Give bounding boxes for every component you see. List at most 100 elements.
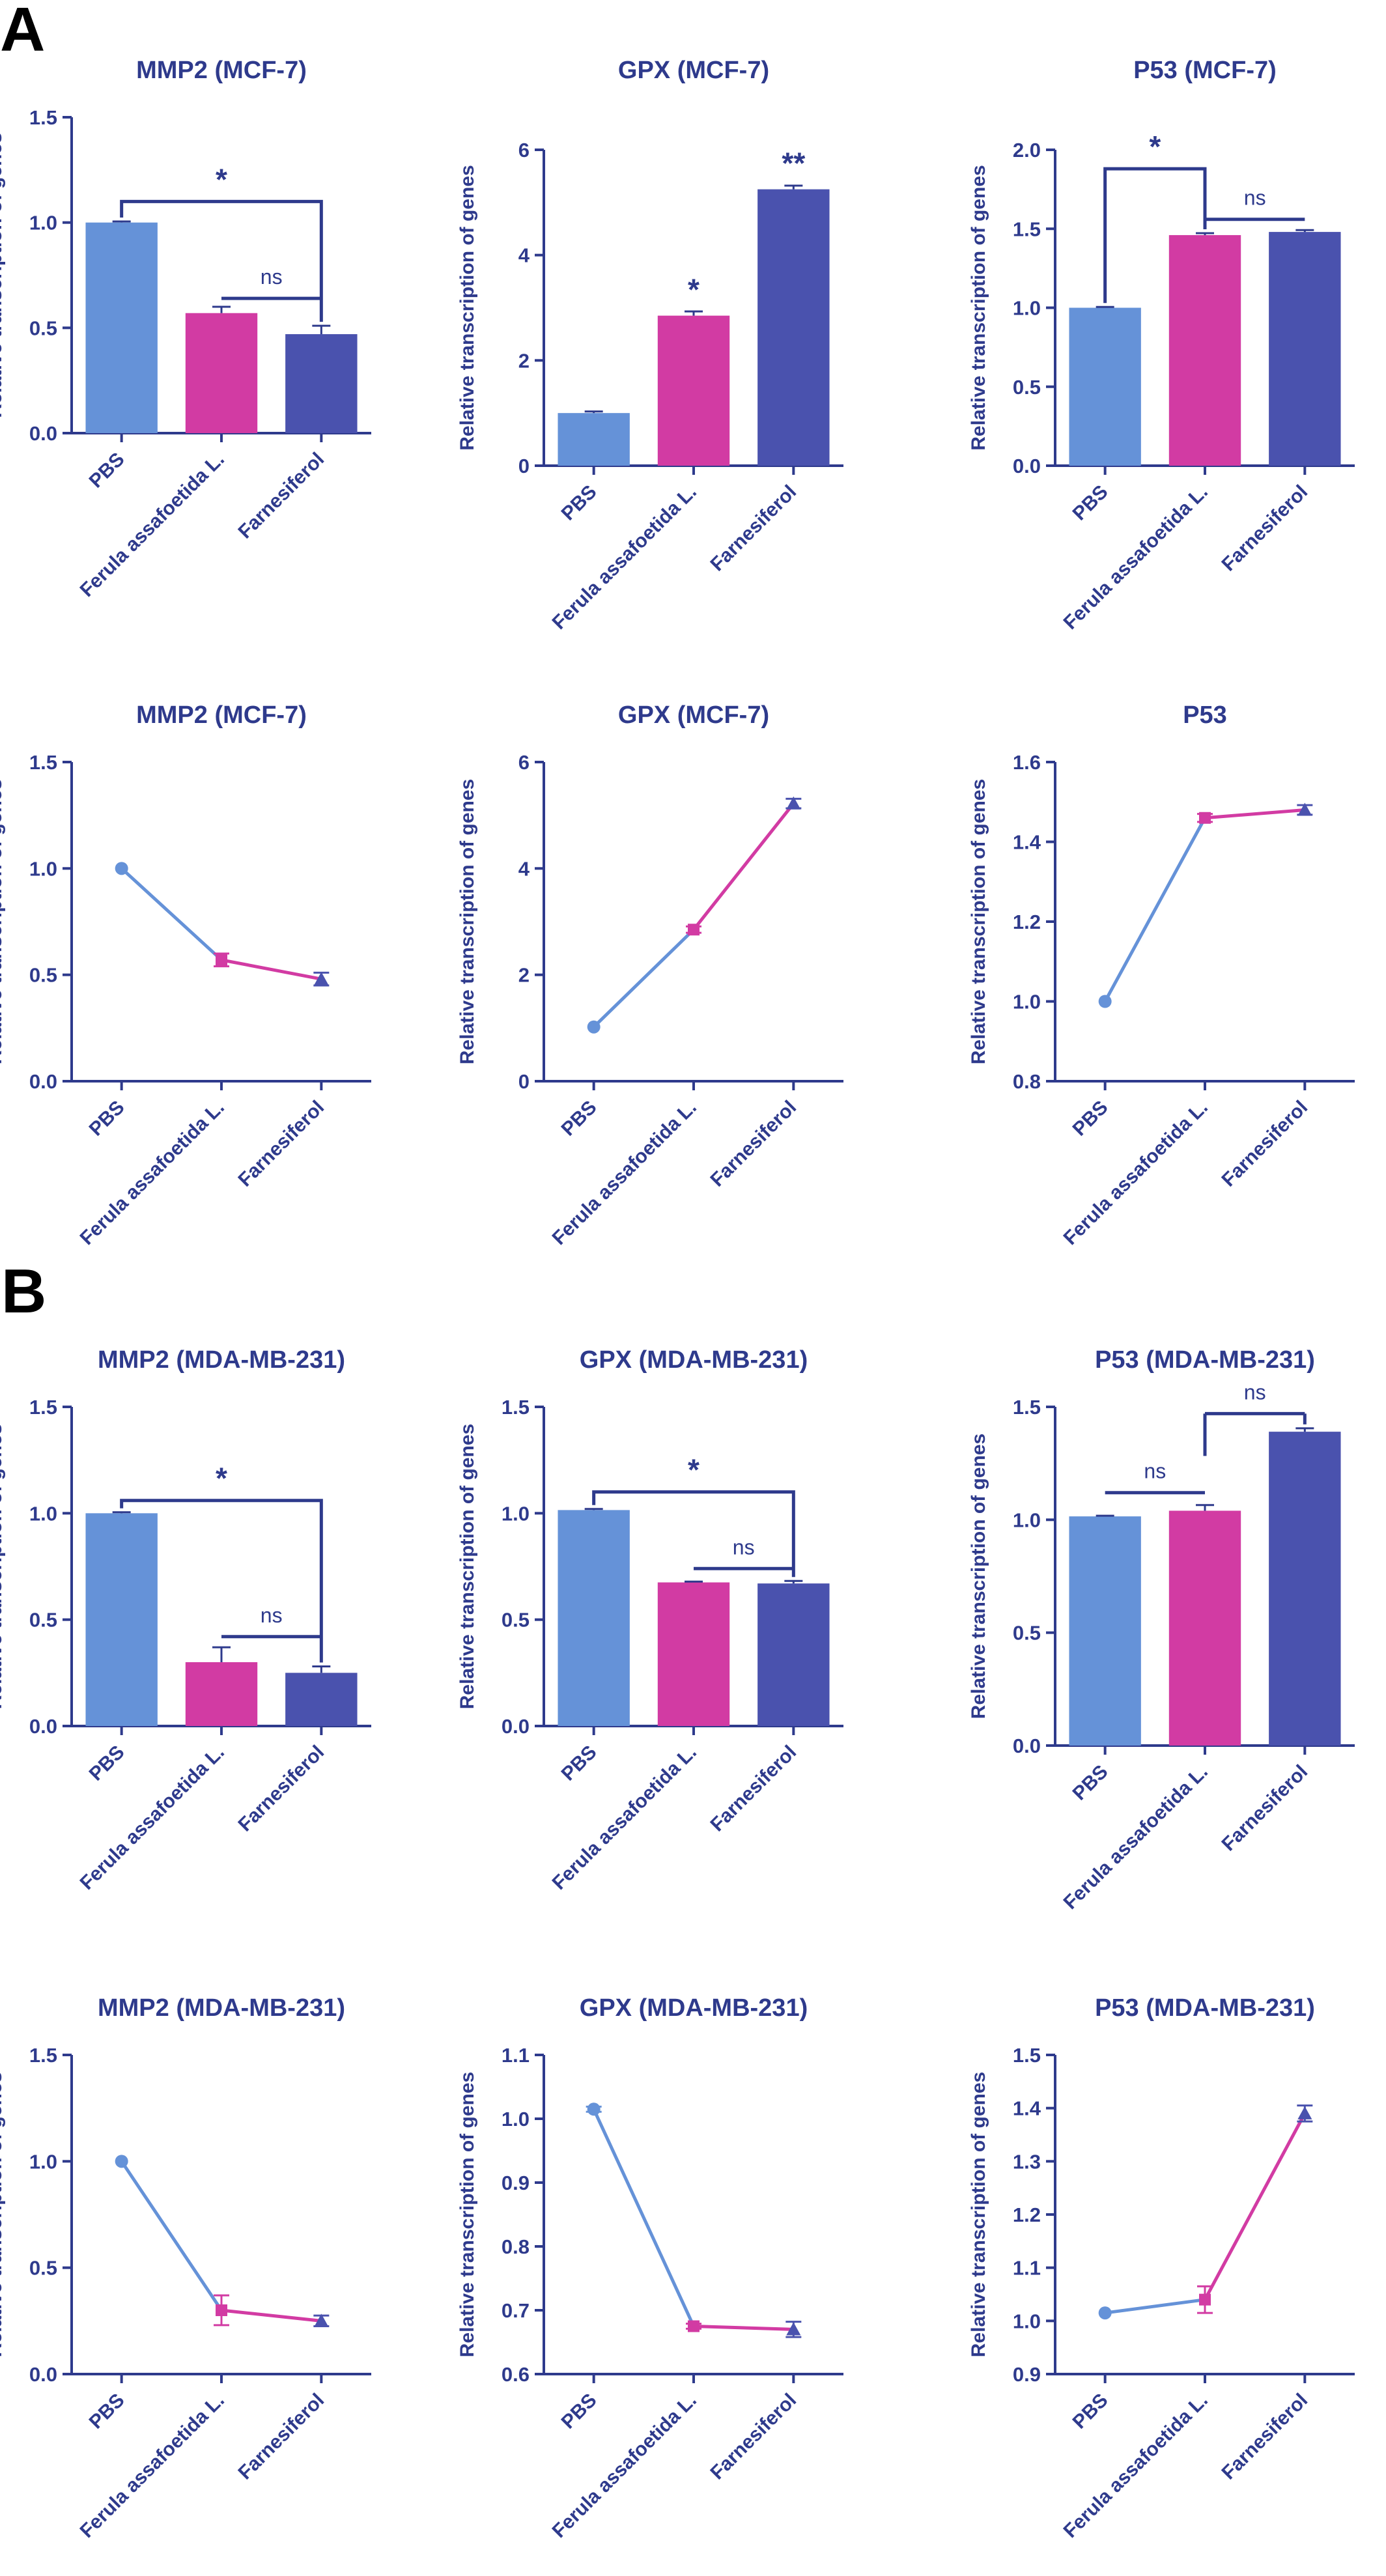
significance-label: ns xyxy=(1244,1380,1266,1404)
y-tick-label: 1.0 xyxy=(1013,297,1041,320)
y-tick-label: 0.5 xyxy=(29,964,57,987)
data-point xyxy=(1199,812,1211,824)
chart-8: GPX (MDA-MB-231) Relative transcription o… xyxy=(457,1346,843,1894)
significance-bracket xyxy=(592,1490,795,1578)
x-tick-label: PBS xyxy=(85,449,129,492)
y-tick-label: 1.5 xyxy=(1013,218,1041,240)
significance-label: * xyxy=(1149,130,1161,163)
significance-bracket xyxy=(120,199,323,322)
y-tick-label: 0 xyxy=(518,455,530,477)
series-line xyxy=(692,802,795,931)
series-line xyxy=(1103,817,1207,1002)
chart-title: P53 (MDA-MB-231) xyxy=(1095,1346,1315,1374)
y-tick-label: 4 xyxy=(518,857,530,880)
y-tick-label: 0.0 xyxy=(29,1070,57,1093)
chart-9: P53 (MDA-MB-231) Relative transcription o… xyxy=(968,1346,1355,1914)
y-tick-label: 2.0 xyxy=(1013,139,1041,162)
bar xyxy=(85,222,158,433)
bar xyxy=(1069,307,1141,466)
y-tick-label: 0.0 xyxy=(29,2363,57,2386)
bar xyxy=(657,1582,730,1726)
x-tick-label: Farnesiferol xyxy=(1218,1097,1312,1191)
significance-label: ** xyxy=(782,146,805,180)
data-point xyxy=(1098,2306,1112,2320)
bar xyxy=(757,1583,830,1726)
y-tick-label: 0.0 xyxy=(502,1715,530,1738)
data-point xyxy=(216,2304,227,2316)
bar xyxy=(1269,1432,1341,1746)
y-tick-label: 1.5 xyxy=(29,106,57,129)
y-axis-label: Relative transcription of genes xyxy=(0,1424,6,1709)
chart-1: MMP2 (MCF-7) Relative transcription of ge… xyxy=(0,57,371,601)
y-tick-label: 0.5 xyxy=(29,1609,57,1632)
x-tick-label: Farnesiferol xyxy=(234,2390,329,2484)
data-point xyxy=(216,954,227,966)
y-tick-label: 0 xyxy=(518,1070,530,1093)
series-line xyxy=(693,2325,794,2331)
y-tick-label: 4 xyxy=(518,244,530,267)
significance-label: ns xyxy=(261,1604,283,1627)
data-point xyxy=(786,2322,801,2336)
chart-title: P53 (MCF-7) xyxy=(1133,57,1277,84)
bar xyxy=(657,315,730,466)
chart-4: MMP2 (MCF-7) Relative transcription of ge… xyxy=(0,701,371,1249)
y-axis-label: Relative transcription of genes xyxy=(457,165,478,450)
chart-3: P53 (MCF-7) Relative transcription of gen… xyxy=(968,57,1355,634)
y-tick-label: 0.9 xyxy=(502,2172,530,2194)
x-tick-label: Farnesiferol xyxy=(1218,2390,1312,2484)
x-tick-label: Farnesiferol xyxy=(234,1742,329,1836)
data-point xyxy=(587,2102,601,2116)
bar xyxy=(285,334,358,433)
y-tick-label: 1.0 xyxy=(29,1502,57,1525)
y-tick-label: 0.6 xyxy=(502,2363,530,2386)
bar xyxy=(185,1662,258,1726)
chart-title: P53 xyxy=(1183,701,1227,729)
y-tick-label: 1.5 xyxy=(29,751,57,774)
data-point xyxy=(1297,2106,1312,2119)
chart-6: P53 Relative transcription of genes 0.8 1.0… xyxy=(968,701,1355,1249)
x-tick-label: PBS xyxy=(1069,481,1112,525)
chart-title: MMP2 (MDA-MB-231) xyxy=(98,1346,345,1374)
x-tick-label: PBS xyxy=(558,1097,601,1140)
series-line xyxy=(120,2160,223,2312)
y-axis-label: Relative transcription of genes xyxy=(968,2072,989,2357)
x-tick-label: PBS xyxy=(558,481,601,525)
series-line xyxy=(1105,2298,1206,2315)
y-axis-label: Relative transcription of genes xyxy=(968,779,989,1064)
y-tick-label: 1.6 xyxy=(1013,751,1041,774)
y-tick-label: 1.1 xyxy=(502,2044,530,2067)
data-point xyxy=(115,862,128,875)
x-tick-label: Farnesiferol xyxy=(707,1742,801,1836)
y-axis-label: Relative transcription of genes xyxy=(968,165,989,450)
chart-11: GPX (MDA-MB-231) Relative transcription o… xyxy=(457,1994,843,2542)
significance-label: * xyxy=(216,162,227,196)
y-axis-label: Relative transcription of genes xyxy=(457,779,478,1064)
x-tick-label: Farnesiferol xyxy=(234,449,329,543)
significance-bracket xyxy=(120,1499,323,1663)
y-tick-label: 2 xyxy=(518,349,530,372)
panel-label-b: B xyxy=(1,1256,46,1326)
data-point xyxy=(587,1020,601,1034)
series-line xyxy=(1203,2112,1307,2300)
x-tick-label: PBS xyxy=(1069,1761,1112,1805)
y-tick-label: 1.4 xyxy=(1013,831,1041,854)
chart-2: GPX (MCF-7) Relative transcription of gen… xyxy=(457,57,843,634)
y-tick-label: 1.0 xyxy=(502,1502,530,1525)
chart-12: P53 (MDA-MB-231) Relative transcription o… xyxy=(968,1994,1355,2542)
y-tick-label: 1.0 xyxy=(502,2108,530,2130)
bar xyxy=(558,413,630,466)
bar xyxy=(757,189,830,466)
chart-title: MMP2 (MCF-7) xyxy=(136,701,307,729)
y-axis-label: Relative transcription of genes xyxy=(968,1434,989,1719)
y-tick-label: 0.5 xyxy=(1013,376,1041,399)
bar xyxy=(1168,1510,1241,1746)
chart-title: MMP2 (MDA-MB-231) xyxy=(98,1994,345,2022)
y-tick-label: 0.5 xyxy=(502,1609,530,1632)
bar xyxy=(1269,232,1341,466)
y-axis-label: Relative transcription of genes xyxy=(0,779,6,1064)
significance-label: ns xyxy=(1244,186,1266,210)
significance-label: ns xyxy=(261,265,283,289)
y-tick-label: 1.5 xyxy=(29,1396,57,1419)
x-tick-label: Farnesiferol xyxy=(1218,481,1312,576)
